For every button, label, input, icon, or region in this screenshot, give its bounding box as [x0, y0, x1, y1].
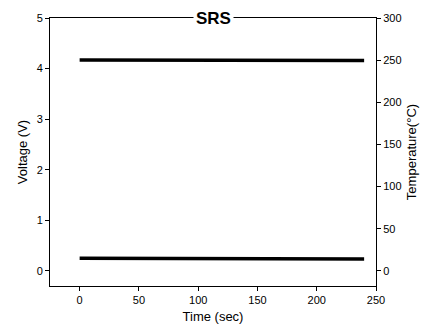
svg-text:3: 3 [37, 113, 43, 125]
svg-text:0: 0 [37, 265, 43, 277]
svg-text:4: 4 [37, 62, 43, 74]
svg-text:SRS: SRS [196, 9, 231, 28]
svg-text:2: 2 [37, 164, 43, 176]
svg-text:250: 250 [367, 294, 385, 306]
svg-text:50: 50 [383, 223, 395, 235]
svg-text:250: 250 [383, 54, 401, 66]
svg-text:Temperature(°C): Temperature(°C) [404, 104, 419, 200]
svg-text:200: 200 [383, 96, 401, 108]
svg-text:100: 100 [189, 294, 207, 306]
svg-text:50: 50 [133, 294, 145, 306]
svg-text:5: 5 [37, 12, 43, 24]
svg-text:1: 1 [37, 214, 43, 226]
svg-text:150: 150 [248, 294, 266, 306]
svg-text:150: 150 [383, 138, 401, 150]
svg-text:100: 100 [383, 180, 401, 192]
svg-text:200: 200 [308, 294, 326, 306]
svg-text:300: 300 [383, 12, 401, 24]
svg-text:Voltage (V): Voltage (V) [15, 120, 30, 184]
svg-text:Time (sec): Time (sec) [183, 309, 244, 324]
svg-text:0: 0 [383, 265, 389, 277]
svg-text:0: 0 [77, 294, 83, 306]
